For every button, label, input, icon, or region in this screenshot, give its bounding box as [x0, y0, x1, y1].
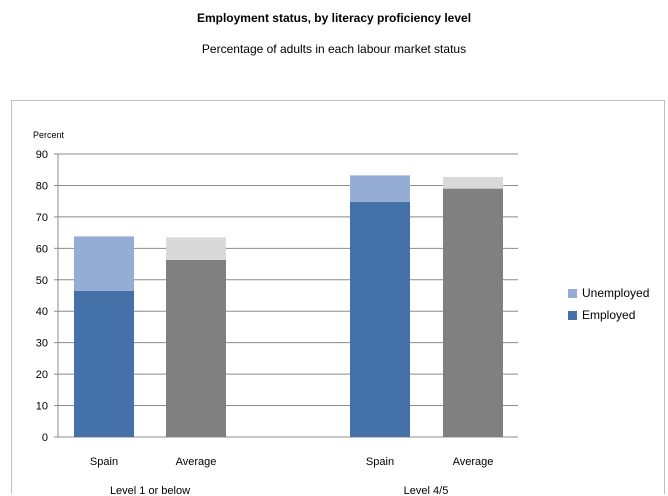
x-tick-label: Spain	[366, 456, 394, 468]
legend-swatch-employed	[568, 310, 577, 320]
group-label: Level 4/5	[404, 485, 449, 496]
chart-subtitle: Percentage of adults in each labour mark…	[201, 42, 467, 56]
bar-unemployed	[350, 175, 410, 202]
x-tick-label: Spain	[90, 456, 118, 468]
bar-unemployed	[166, 237, 226, 260]
y-axis-label: Percent	[33, 130, 65, 140]
y-tick-label: 10	[36, 401, 48, 413]
y-tick-label: 60	[36, 243, 48, 255]
bar-employed	[166, 259, 226, 437]
legend-label-unemployed: Unemployed	[582, 286, 650, 300]
y-tick-label: 20	[36, 369, 48, 381]
chart-title: Employment status, by literacy proficien…	[196, 11, 472, 25]
y-tick-label: 0	[42, 432, 48, 444]
x-tick-label: Average	[176, 456, 217, 468]
y-tick-label: 40	[36, 306, 48, 318]
x-tick-label: Average	[453, 456, 494, 468]
bar-unemployed	[74, 236, 134, 291]
legend-label-employed: Employed	[582, 308, 636, 322]
group-label: Level 1 or below	[110, 485, 190, 496]
y-tick-label: 30	[36, 338, 48, 350]
legend: Unemployed Employed	[568, 282, 649, 326]
y-tick-label: 70	[36, 212, 48, 224]
legend-item-unemployed: Unemployed	[568, 282, 649, 304]
y-tick-label: 90	[36, 149, 48, 161]
bar-unemployed	[443, 176, 503, 189]
legend-item-employed: Employed	[568, 304, 649, 326]
bar-employed	[443, 188, 503, 437]
bar-employed	[350, 201, 410, 437]
y-tick-label: 80	[36, 180, 48, 192]
y-tick-label: 50	[36, 275, 48, 287]
bar-employed	[74, 290, 134, 437]
legend-swatch-unemployed	[568, 288, 577, 298]
chart-frame	[11, 100, 665, 494]
